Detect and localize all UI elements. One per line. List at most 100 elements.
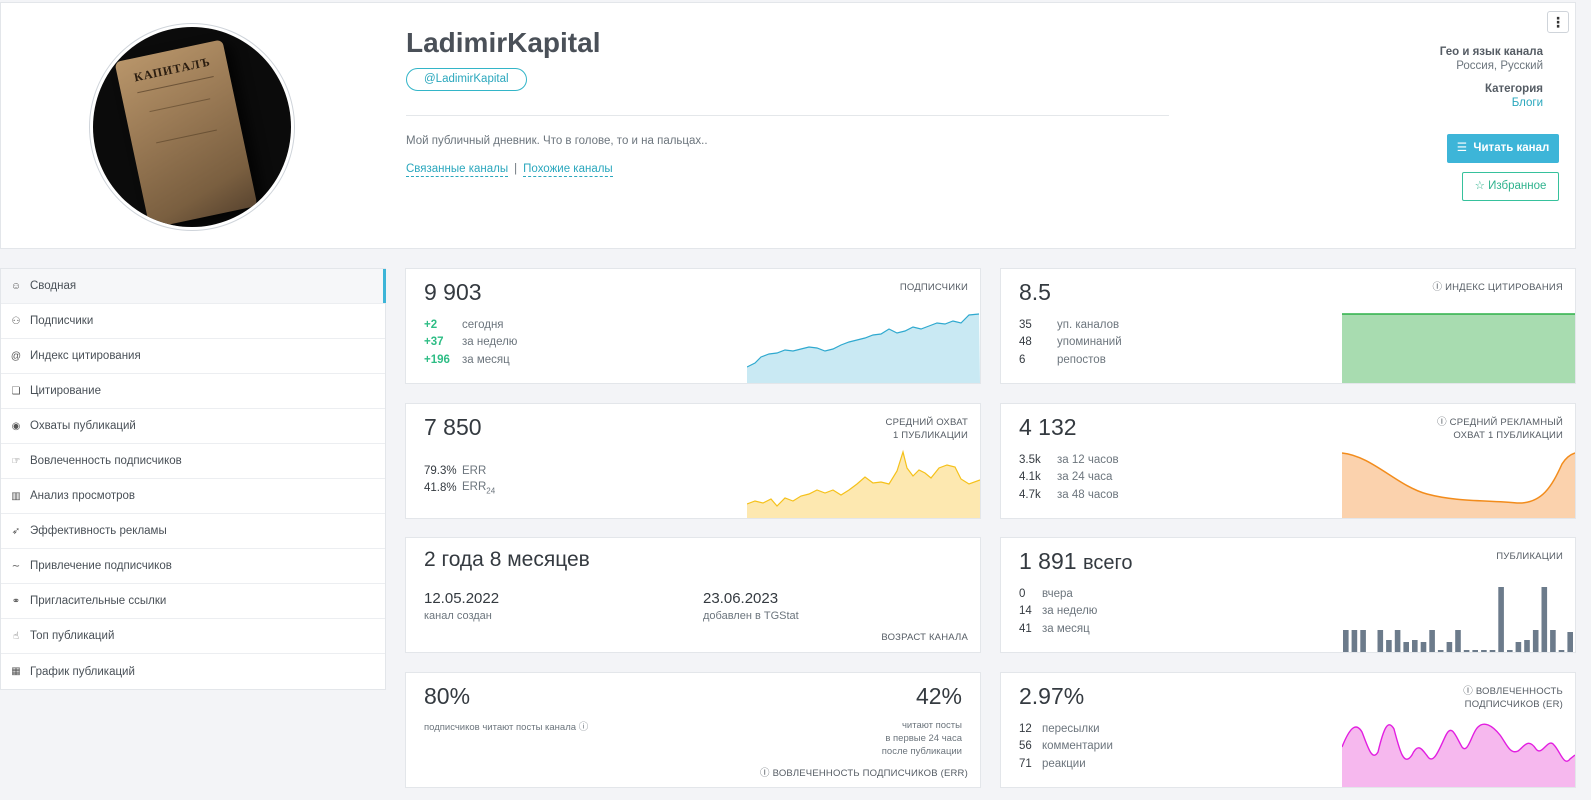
citation-index-card[interactable]: 8.5 ⓘ ИНДЕКС ЦИТИРОВАНИЯ 35 уп. каналов 4… [1000, 268, 1576, 384]
channel-age-card[interactable]: 2 года 8 месяцев 12.05.2022 канал создан… [405, 537, 981, 653]
channel-header: КАПИТАЛЪ LadimirKapital @LadimirKapital … [0, 2, 1576, 249]
related-channels-link[interactable]: Связанные каналы [406, 163, 509, 177]
copy-icon: ❏ [11, 385, 21, 397]
subscribers-card[interactable]: 9 903 ПОДПИСЧИКИ +2 сегодня +37 за неделю … [405, 268, 981, 384]
posts-bar [1403, 642, 1409, 652]
geo-label: Гео и язык канала [1439, 46, 1543, 58]
avg-reach-label: СРЕДНИЙ ОХВАТ 1 ПУБЛИКАЦИИ [885, 417, 968, 441]
posts-bar [1412, 640, 1418, 652]
sidebar-item-views[interactable]: ▥ Анализ просмотров [1, 479, 385, 514]
stat-row: 79.3% ERR [424, 464, 487, 477]
created-date: 12.05.2022 [424, 590, 500, 607]
channel-age-label: ВОЗРАСТ КАНАЛА [881, 632, 968, 643]
err-right-value: 42% [915, 683, 962, 709]
sidebar-item-citation-index[interactable]: @ Индекс цитирования [1, 339, 385, 374]
posts-card[interactable]: 1 891 всего ПУБЛИКАЦИИ 0 вчера 14 за недел… [1000, 537, 1576, 653]
posts-bar [1429, 630, 1435, 652]
posts-bar [1437, 650, 1444, 652]
posts-bar [1343, 630, 1349, 652]
sidebar-item-summary[interactable]: ☺ Сводная [1, 269, 386, 304]
avatar-image: КАПИТАЛЪ [93, 27, 291, 227]
posts-label: ПУБЛИКАЦИИ [1496, 551, 1563, 562]
channel-age-value: 2 года 8 месяцев [424, 548, 590, 571]
list-icon: ☰ [1456, 142, 1468, 154]
err-right-sub: читают посты в первые 24 часа после публик… [881, 720, 962, 757]
posts-bar-chart [1343, 587, 1573, 652]
ad-reach-value: 4 132 [1019, 414, 1077, 440]
posts-bar [1489, 650, 1496, 652]
ad-reach-card[interactable]: 4 132 ⓘ СРЕДНИЙ РЕКЛАМНЫЙ ОХВАТ 1 ПУБЛИКА… [1000, 403, 1576, 519]
sidebar-item-subscribers[interactable]: ⚇ Подписчики [1, 304, 385, 339]
category-label: Категория [1484, 83, 1543, 95]
subscribers-sparkline [747, 313, 980, 383]
stat-row: 71 реакции [1019, 757, 1086, 770]
added-label: добавлен в TGStat [703, 610, 799, 622]
stat-row: 41.8% ERR24 [424, 481, 496, 496]
sidebar-item-ads[interactable]: ➶ Эффективность рекламы [1, 514, 385, 549]
divider [406, 115, 1169, 116]
more-menu-icon[interactable]: ⋮ [1547, 11, 1569, 33]
posts-bar [1386, 640, 1392, 652]
er-stats: 12 пересылки 56 комментарии 71 реакции [1019, 720, 1113, 773]
sidebar-item-engagement[interactable]: ☞ Вовлеченность подписчиков [1, 444, 385, 479]
category-link[interactable]: Блоги [1511, 97, 1543, 109]
posts-bar [1524, 640, 1530, 652]
posts-stats: 0 вчера 14 за неделю 41 за месяц [1019, 585, 1097, 638]
channel-description: Мой публичный дневник. Что в голове, то … [406, 135, 708, 147]
trend-icon: ∼ [11, 560, 21, 572]
er-label: ⓘ ВОВЛЕЧЕННОСТЬ ПОДПИСЧИКОВ (ER) [1463, 686, 1563, 710]
citation-index-label: ⓘ ИНДЕКС ЦИТИРОВАНИЯ [1432, 282, 1563, 293]
posts-bar [1472, 650, 1478, 652]
citation-sparkline [1342, 313, 1575, 383]
er-card[interactable]: 2.97% ⓘ ВОВЛЕЧЕННОСТЬ ПОДПИСЧИКОВ (ER) 12… [1000, 672, 1576, 788]
err-card[interactable]: 80% подписчиков читают посты канала ⓘ 42… [405, 672, 981, 788]
citation-index-value: 8.5 [1019, 279, 1051, 305]
similar-channels-link[interactable]: Похожие каналы [523, 163, 613, 177]
category-block: Категория Блоги [1485, 83, 1543, 109]
stat-row: 12 пересылки [1019, 722, 1100, 735]
sidebar-item-reach[interactable]: ◉ Охваты публикаций [1, 409, 385, 444]
sidebar-item-attraction[interactable]: ∼ Привлечение подписчиков [1, 549, 385, 584]
stat-row: +196 за месяц [424, 353, 510, 366]
created-label: канал создан [424, 610, 492, 622]
stat-row: +2 сегодня [424, 318, 504, 331]
stat-row: 14 за неделю [1019, 605, 1098, 618]
created-block: 12.05.2022 канал создан [424, 590, 499, 622]
info-icon[interactable]: ⓘ [1432, 282, 1443, 293]
posts-bar [1455, 630, 1461, 652]
posts-bar [1498, 587, 1504, 652]
posts-bar [1420, 642, 1427, 652]
reach-sparkline [747, 449, 980, 518]
posts-bar [1446, 642, 1453, 652]
sidebar-item-schedule[interactable]: ▦ График публикаций [11, 665, 135, 678]
added-date: 23.06.2023 [703, 590, 779, 607]
at-icon: @ [10, 350, 22, 362]
info-icon[interactable]: ⓘ [578, 722, 589, 733]
info-icon[interactable]: ⓘ [1463, 686, 1473, 697]
geo-block: Гео и язык канала Россия, Русский [1440, 46, 1543, 72]
posts-bar [1567, 632, 1573, 652]
ad-reach-sparkline [1342, 452, 1575, 518]
posts-bar [1481, 650, 1487, 652]
sidebar-item-citation[interactable]: ❏ Цитирование [1, 374, 385, 409]
err-label: ⓘ ВОВЛЕЧЕННОСТЬ ПОДПИСЧИКОВ (ERR) [760, 768, 968, 779]
posts-bar [1351, 630, 1358, 652]
info-icon[interactable]: ⓘ [760, 768, 770, 779]
added-block: 23.06.2023 добавлен в TGStat [703, 590, 799, 622]
sidebar-item-top-posts[interactable]: ☝ Топ публикаций [1, 619, 385, 654]
posts-bar [1515, 642, 1522, 652]
channel-avatar: КАПИТАЛЪ [89, 23, 295, 231]
read-channel-button[interactable]: ☰ Читать канал [1447, 134, 1559, 163]
info-icon[interactable]: ⓘ [1437, 417, 1447, 428]
ad-reach-stats: 3.5k за 12 часов 4.1k за 24 часа 4.7k за 48… [1019, 451, 1119, 504]
book-image: КАПИТАЛЪ [114, 39, 258, 227]
subscribers-label: ПОДПИСЧИКИ [899, 282, 968, 293]
stat-row: 56 комментарии [1019, 740, 1113, 753]
sidebar-item-invite-links[interactable]: ⚭ Пригласительные ссылки [1, 584, 385, 619]
favorite-button[interactable]: ☆ Избранное [1462, 172, 1559, 201]
stat-row: 0 вчера [1019, 587, 1073, 600]
channel-handle[interactable]: @LadimirKapital [406, 68, 527, 91]
posts-bar [1463, 650, 1470, 652]
avg-reach-card[interactable]: 7 850 СРЕДНИЙ ОХВАТ 1 ПУБЛИКАЦИИ 79.3% ERR… [405, 403, 981, 519]
geo-value: Россия, Русский [1456, 60, 1543, 72]
